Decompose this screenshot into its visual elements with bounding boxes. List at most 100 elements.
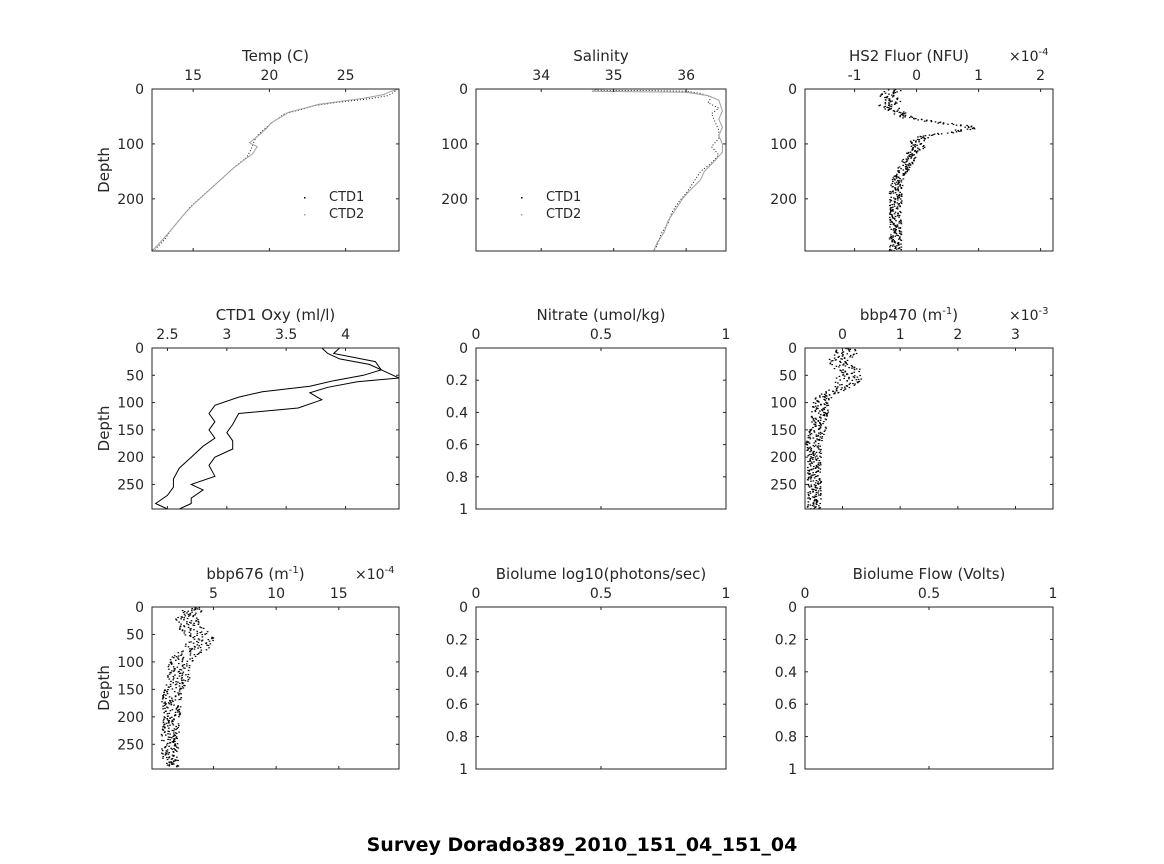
scatter-point — [817, 492, 819, 494]
scatter-point — [207, 639, 210, 641]
scatter-point — [183, 632, 186, 634]
scatter-point — [928, 134, 931, 136]
scatter-point — [189, 652, 192, 654]
scatter-point — [189, 614, 191, 616]
scatter-point — [835, 365, 838, 367]
scatter-point — [818, 401, 820, 403]
series-line-up — [179, 348, 399, 509]
y-tick-label: 100 — [441, 137, 468, 153]
scatter-point — [171, 716, 173, 718]
scatter-point — [901, 112, 904, 114]
scatter-point — [886, 106, 889, 108]
scatter-point — [889, 209, 892, 211]
scatter-point — [815, 499, 817, 502]
scatter-point — [163, 724, 165, 726]
scatter-point — [188, 665, 191, 667]
scatter-point — [173, 763, 175, 765]
scatter-point — [810, 428, 813, 430]
scatter-point — [848, 383, 851, 385]
scatter-point — [820, 498, 822, 500]
scatter-point — [904, 116, 906, 118]
scatter-point — [809, 459, 811, 461]
scatter-point — [887, 109, 890, 111]
scatter-point — [894, 201, 896, 203]
scatter-point — [176, 766, 178, 768]
scatter-point — [826, 412, 829, 414]
scatter-point — [177, 692, 179, 694]
scatter-point — [967, 125, 970, 128]
scatter-point — [171, 719, 174, 721]
scatter-point — [188, 631, 191, 633]
scatter-point — [178, 663, 180, 665]
scatter-point — [844, 365, 847, 367]
scatter-point — [836, 390, 838, 392]
scatter-point — [814, 489, 817, 491]
scatter-point — [898, 193, 901, 195]
scatter-point — [191, 657, 194, 659]
subplot-nitrate: 0 0.5 1 0 0.2 0.4 0.6 0.8 1 Nitrate (umol/kg) — [446, 306, 731, 518]
subplot-title: CTD1 Oxy (ml/l) — [216, 306, 336, 324]
scatter-point — [191, 611, 193, 613]
scatter-point — [922, 146, 924, 148]
scatter-point — [934, 121, 937, 123]
scatter-point — [196, 640, 198, 643]
scatter-point — [193, 622, 195, 624]
series-line-down — [154, 348, 383, 509]
scatter-point — [814, 424, 817, 426]
scatter-point — [172, 679, 174, 681]
scatter-point — [902, 174, 905, 176]
subplot-title: Biolume log10(photons/sec) — [496, 565, 707, 583]
scatter-point — [897, 196, 899, 198]
plot-area — [152, 89, 399, 251]
scatter-point — [819, 450, 822, 452]
scatter-point — [900, 243, 902, 245]
scatter-point — [842, 369, 844, 371]
scatter-point — [899, 205, 901, 207]
scatter-point — [892, 95, 895, 97]
scatter-point — [894, 228, 897, 230]
scatter-point — [898, 170, 900, 172]
scatter-point — [891, 182, 894, 185]
scatter-point — [168, 678, 171, 680]
scatter-point — [173, 669, 176, 671]
scatter-point — [183, 684, 185, 686]
scatter-point — [899, 90, 902, 92]
scatter-point — [183, 619, 185, 621]
scatter-point — [907, 164, 909, 166]
scatter-point — [824, 406, 827, 409]
scatter-point — [818, 452, 821, 454]
scatter-point — [893, 178, 896, 180]
scatter-point — [805, 441, 808, 443]
x-tick-label: 35 — [605, 68, 623, 84]
scatter-point — [905, 172, 907, 174]
scatter-point — [166, 742, 169, 744]
scatter-point — [923, 120, 926, 122]
scatter-point — [821, 409, 823, 411]
scatter-point — [171, 741, 174, 743]
scatter-point — [814, 440, 817, 442]
scatter-point — [849, 354, 852, 357]
scatter-point — [894, 89, 897, 91]
scatter-point — [857, 378, 860, 380]
x-tick-label: 1 — [722, 586, 731, 602]
scatter-point — [166, 693, 169, 695]
scatter-point — [946, 132, 949, 134]
scatter-point — [813, 500, 815, 502]
scatter-point — [814, 409, 817, 412]
scatter-point — [819, 416, 821, 418]
scatter-point — [190, 641, 192, 643]
scatter-point — [891, 100, 893, 102]
scatter-point — [887, 107, 890, 109]
scatter-point — [185, 674, 187, 676]
scatter-point — [816, 466, 818, 468]
scatter-point — [810, 485, 813, 488]
scatter-point — [897, 188, 899, 190]
scatter-point — [902, 158, 905, 161]
scatter-point — [831, 364, 833, 366]
scatter-point — [897, 212, 899, 215]
scatter-point — [853, 384, 856, 386]
scatter-point — [809, 476, 811, 478]
scatter-point — [817, 457, 819, 459]
scatter-point — [188, 677, 191, 679]
scatter-point — [888, 93, 890, 95]
